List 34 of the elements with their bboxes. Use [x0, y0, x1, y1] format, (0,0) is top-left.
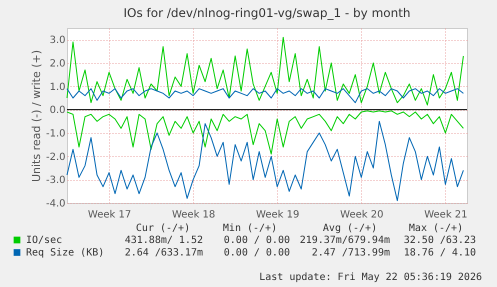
text: 18.76 / 4.10	[404, 248, 476, 258]
line-series	[66, 88, 464, 104]
line-series	[66, 36, 464, 106]
y-tick-label: 0.0	[50, 105, 66, 116]
y-tick-label: -3.0	[46, 175, 66, 186]
text: Last update: Fri May 22 05:36:19 2026	[259, 272, 482, 283]
text: Cur (-/+)	[136, 223, 190, 234]
y-tick-label: 3.0	[50, 35, 66, 46]
text: 219.37m/679.94m	[300, 235, 390, 246]
chart-title: IOs for /dev/nlnog-ring01-vg/swap_1 - by month	[123, 6, 411, 20]
text: 0.00 / 0.00	[224, 248, 290, 258]
text: 431.88m/ 1.52	[124, 235, 203, 246]
x-tick-label: Week 17	[88, 210, 132, 220]
text: 2.64 /633.17m	[124, 248, 203, 258]
x-tick-label: Week 21	[424, 210, 468, 220]
text: 32.50 /63.23	[404, 235, 476, 246]
y-axis-title: Units read (-) / write (+)	[30, 50, 43, 182]
x-tick-label: Week 20	[340, 210, 384, 220]
x-tick-label: Week 19	[256, 210, 300, 220]
text: Min (-/+)	[222, 223, 278, 234]
x-tick-label: Week 18	[172, 210, 216, 220]
y-tick-label: -2.0	[46, 152, 66, 163]
y-tick-label: 2.0	[50, 58, 66, 70]
line-series	[66, 110, 464, 154]
text: Max (-/+)	[408, 223, 464, 234]
y-tick-label: 1.0	[50, 82, 66, 93]
text: 0.00 / 0.00	[224, 235, 290, 246]
y-tick-label: -1.0	[46, 128, 66, 140]
line-series	[66, 120, 464, 202]
legend-label: IO/sec	[26, 235, 62, 246]
text: 2.47 /713.99m	[312, 248, 390, 258]
legend-label: Req Size (KB)	[26, 248, 104, 258]
y-tick-label: -4.0	[46, 198, 66, 210]
text: Avg (-/+)	[322, 223, 378, 234]
